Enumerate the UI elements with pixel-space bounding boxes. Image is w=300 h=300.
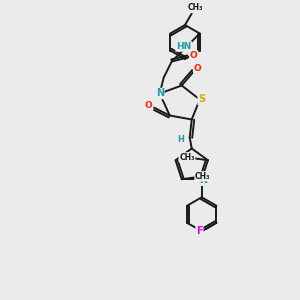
Text: N: N — [156, 88, 164, 98]
Text: H: H — [177, 135, 184, 144]
Text: HN: HN — [176, 42, 191, 51]
Text: O: O — [190, 51, 198, 60]
Text: CH₃: CH₃ — [179, 153, 195, 162]
Text: F: F — [196, 226, 203, 236]
Text: O: O — [145, 101, 153, 110]
Text: N: N — [199, 175, 207, 185]
Text: CH₃: CH₃ — [187, 4, 203, 13]
Text: CH₃: CH₃ — [195, 172, 211, 181]
Text: O: O — [194, 64, 202, 73]
Text: S: S — [198, 94, 205, 104]
